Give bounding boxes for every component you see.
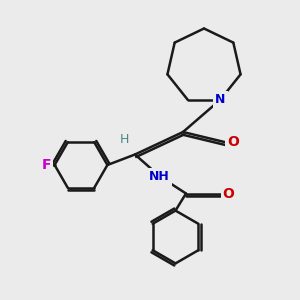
Text: H: H xyxy=(120,133,129,146)
Text: N: N xyxy=(215,93,226,106)
Text: O: O xyxy=(223,187,235,200)
Text: NH: NH xyxy=(148,170,170,184)
Text: O: O xyxy=(227,136,239,149)
Text: F: F xyxy=(42,158,51,172)
